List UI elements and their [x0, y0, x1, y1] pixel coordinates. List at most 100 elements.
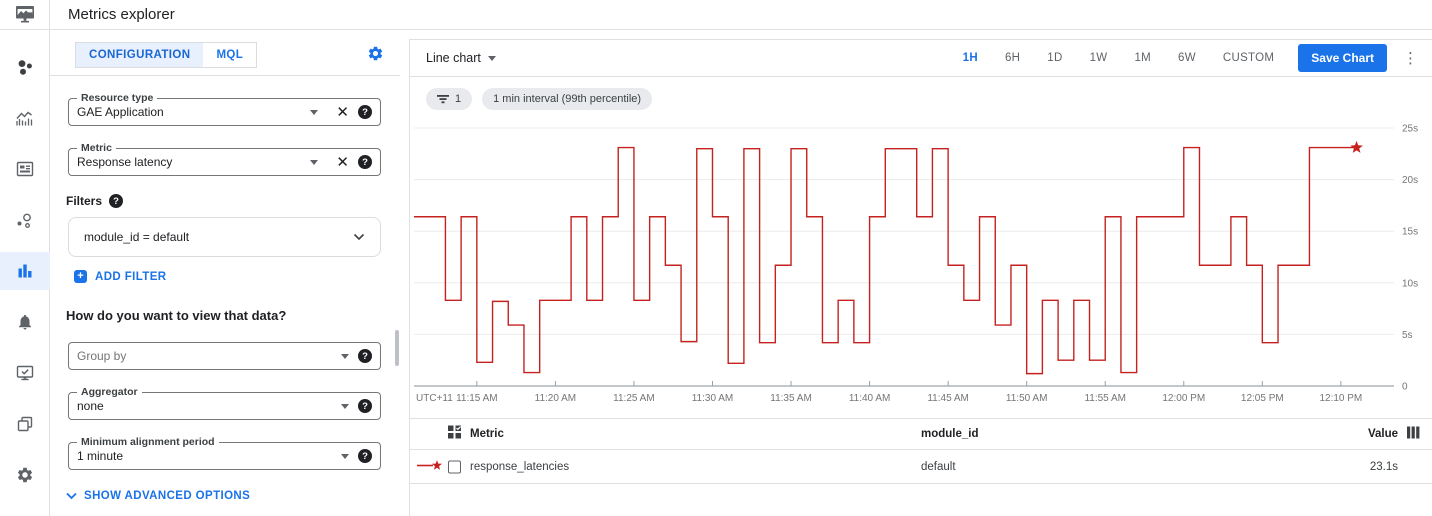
add-filter-label: ADD FILTER	[95, 270, 167, 283]
resource-type-field[interactable]: Resource type GAE Application ✕ ?	[68, 92, 381, 126]
filters-label-text: Filters	[66, 194, 103, 208]
svg-text:15s: 15s	[1402, 227, 1418, 238]
aggregator-field[interactable]: Aggregator none ?	[68, 386, 381, 420]
services-icon	[17, 213, 31, 228]
metric-field[interactable]: Metric Response latency ✕ ?	[68, 142, 381, 176]
sidebar-item-settings[interactable]	[0, 456, 50, 494]
config-tab-bar: CONFIGURATION MQL	[75, 42, 258, 68]
metric-label: Metric	[77, 142, 116, 154]
chart-type-dropdown[interactable]: Line chart	[426, 51, 496, 65]
help-icon[interactable]: ?	[109, 194, 124, 208]
dropdown-caret-icon[interactable]	[310, 109, 319, 115]
chevron-down-icon	[66, 492, 77, 500]
help-icon[interactable]: ?	[358, 449, 372, 463]
resource-type-label: Resource type	[77, 92, 158, 104]
sidebar-item-services[interactable]	[0, 201, 50, 239]
dropdown-caret-icon[interactable]	[341, 453, 349, 459]
filters-section-label: Filters ?	[66, 194, 124, 208]
svg-text:12:00 PM: 12:00 PM	[1162, 393, 1205, 404]
dropdown-caret-icon[interactable]	[341, 353, 349, 359]
column-header-value[interactable]: Value	[1367, 428, 1398, 440]
show-advanced-label: SHOW ADVANCED OPTIONS	[84, 490, 251, 502]
interval-chip[interactable]: 1 min interval (99th percentile)	[482, 88, 653, 110]
svg-text:25s: 25s	[1402, 124, 1418, 135]
help-icon[interactable]: ?	[358, 105, 372, 119]
svg-text:11:15 AM: 11:15 AM	[456, 393, 498, 404]
sidebar-item-dashboard-list[interactable]	[0, 150, 50, 188]
show-advanced-options-button[interactable]: SHOW ADVANCED OPTIONS	[66, 490, 250, 502]
series-legend-swatch	[417, 458, 444, 475]
monitoring-logo-icon	[15, 6, 34, 23]
tab-configuration[interactable]: CONFIGURATION	[76, 43, 204, 67]
time-range-group: 1H 6H 1D 1W 1M 6W CUSTOM	[963, 52, 1275, 64]
sidebar-item-overview[interactable]	[0, 48, 50, 86]
module-id-cell: default	[921, 460, 956, 473]
configuration-panel: CONFIGURATION MQL Resource type GAE Appl…	[50, 30, 400, 516]
svg-text:12:10 PM: 12:10 PM	[1319, 393, 1362, 404]
svg-text:10s: 10s	[1402, 278, 1418, 289]
help-icon[interactable]: ?	[358, 155, 372, 169]
help-icon[interactable]: ?	[358, 349, 372, 363]
column-settings-icon[interactable]	[1407, 426, 1420, 442]
add-filter-button[interactable]: + ADD FILTER	[74, 270, 167, 283]
column-header-metric[interactable]: Metric	[470, 428, 504, 440]
sidebar-item-uptime-checks[interactable]	[0, 354, 50, 392]
chip-row: 1 1 min interval (99th percentile)	[426, 88, 653, 110]
time-range-custom[interactable]: CUSTOM	[1222, 52, 1275, 64]
divider	[50, 75, 400, 76]
time-range-6w[interactable]: 6W	[1178, 52, 1196, 64]
select-all-icon[interactable]	[448, 425, 462, 443]
dropdown-caret-icon[interactable]	[341, 403, 349, 409]
column-header-module-id[interactable]: module_id	[921, 428, 979, 440]
min-alignment-value: 1 minute	[77, 449, 124, 463]
row-checkbox[interactable]	[448, 460, 461, 473]
aggregator-label: Aggregator	[77, 386, 142, 398]
svg-text:11:35 AM: 11:35 AM	[770, 393, 812, 404]
sidebar-item-alerting[interactable]	[0, 303, 50, 341]
dropdown-caret-icon	[487, 55, 496, 61]
aggregator-value: none	[77, 399, 104, 413]
time-range-1m[interactable]: 1M	[1134, 52, 1152, 64]
tab-mql[interactable]: MQL	[203, 43, 257, 67]
svg-text:12:05 PM: 12:05 PM	[1241, 393, 1284, 404]
overview-icon	[18, 59, 32, 75]
group-by-field[interactable]: Group by ?	[68, 342, 381, 370]
top-header: Metrics explorer	[0, 0, 1432, 30]
filter-row-module-id[interactable]: module_id = default	[68, 217, 381, 257]
bell-icon	[18, 314, 31, 330]
time-range-1w[interactable]: 1W	[1089, 52, 1108, 64]
time-range-1h[interactable]: 1H	[962, 52, 978, 64]
groups-icon	[17, 416, 32, 432]
clear-icon[interactable]: ✕	[336, 153, 349, 171]
help-icon[interactable]: ?	[358, 399, 372, 413]
plus-icon: +	[74, 270, 87, 283]
time-range-6h[interactable]: 6H	[1004, 52, 1021, 64]
monitor-check-icon	[16, 365, 33, 381]
save-chart-button[interactable]: Save Chart	[1298, 44, 1387, 72]
table-row[interactable]: response_latencies default 23.1s	[410, 450, 1432, 484]
chevron-down-icon	[353, 233, 365, 241]
sidebar-item-groups[interactable]	[0, 405, 50, 443]
filter-count-chip[interactable]: 1	[426, 88, 473, 110]
legend-table: Metric module_id Value response_la	[410, 418, 1432, 484]
dropdown-caret-icon[interactable]	[310, 159, 319, 165]
page-title: Metrics explorer	[68, 6, 175, 23]
filter-funnel-icon	[437, 95, 449, 104]
svg-text:UTC+11: UTC+11	[416, 393, 453, 404]
legend-table-header: Metric module_id Value	[410, 418, 1432, 450]
line-chart[interactable]: 0 5s 10s 15s 20s 25s 11:15 AM 11:20 AM 11:25 AM 1…	[410, 112, 1432, 414]
resource-type-value: GAE Application	[77, 105, 164, 119]
monitoring-logo[interactable]	[0, 0, 50, 29]
filter-expression: module_id = default	[84, 230, 190, 244]
chart-toolbar: Line chart 1H 6H 1D 1W 1M 6W CUSTOM Save…	[410, 40, 1432, 77]
chart-type-label: Line chart	[426, 51, 481, 65]
min-alignment-field[interactable]: Minimum alignment period 1 minute ?	[68, 436, 381, 470]
config-settings-gear-button[interactable]	[367, 45, 384, 67]
sidebar-item-dashboards[interactable]	[0, 99, 50, 137]
time-range-1d[interactable]: 1D	[1047, 52, 1063, 64]
clear-icon[interactable]: ✕	[336, 103, 349, 121]
more-options-kebab-icon[interactable]: ⋮	[1403, 49, 1418, 67]
sidebar-item-metrics-explorer[interactable]	[0, 252, 50, 290]
group-by-placeholder: Group by	[77, 349, 127, 363]
scrollbar-thumb[interactable]	[395, 330, 399, 366]
